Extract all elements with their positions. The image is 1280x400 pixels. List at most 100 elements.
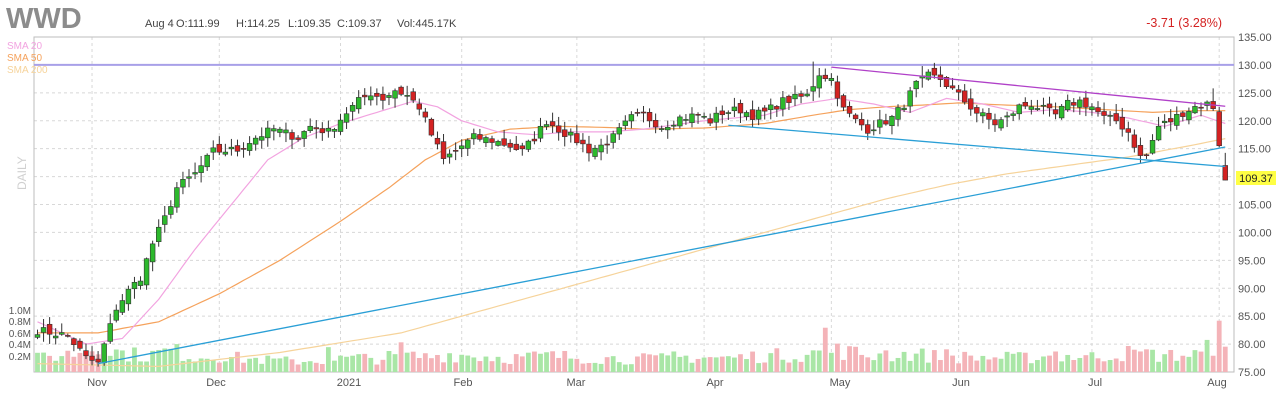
- ticker-symbol: WWD: [6, 3, 82, 35]
- period-label: DAILY: [15, 156, 29, 190]
- volume-bar: [1101, 361, 1107, 372]
- candle-up: [149, 243, 156, 263]
- y-tick-label: 85.00: [1238, 311, 1266, 323]
- volume-bar: [1041, 356, 1046, 372]
- volume-bar: [956, 363, 962, 372]
- candle-down: [555, 125, 562, 133]
- candle-down: [422, 111, 429, 118]
- candle-down: [883, 120, 889, 125]
- volume-bar: [404, 352, 410, 372]
- axes: 135.00130.00125.00120.00115.00110.00105.…: [9, 32, 1272, 389]
- candle-up: [658, 128, 665, 130]
- volume-bar: [707, 357, 713, 372]
- candle-up: [168, 206, 174, 215]
- volume-tick-label: 1.0M: [9, 306, 31, 317]
- candle-up: [889, 115, 895, 127]
- volume-bar: [816, 350, 822, 372]
- volume-bar: [750, 351, 755, 372]
- volume-bar: [156, 349, 162, 372]
- candle-up: [731, 106, 738, 112]
- volume-bar: [1035, 360, 1040, 372]
- candle-down: [604, 143, 610, 146]
- volume-bar: [586, 363, 592, 372]
- candle-up: [156, 226, 162, 243]
- volume-bar: [319, 363, 325, 372]
- candle-up: [471, 133, 477, 140]
- volume-bar: [1119, 361, 1125, 372]
- volume-bar: [968, 355, 974, 372]
- volume-bar: [398, 342, 404, 372]
- volume-bar: [501, 362, 507, 372]
- candle-up: [1040, 104, 1047, 107]
- candle-up: [265, 127, 271, 139]
- candle-up: [1077, 99, 1083, 108]
- candle-up: [610, 133, 616, 143]
- candle-up: [780, 97, 786, 110]
- volume-bar: [647, 354, 652, 372]
- volume-bar: [1204, 339, 1210, 372]
- volume-bar: [901, 351, 907, 372]
- candle-down: [374, 92, 380, 97]
- x-tick-label: Jun: [952, 377, 970, 389]
- volume-bar: [804, 354, 810, 372]
- candle-down: [1125, 128, 1132, 133]
- volume-bar: [768, 353, 774, 372]
- candle-down: [513, 143, 519, 150]
- candle-up: [101, 343, 107, 363]
- volume-bar: [507, 363, 513, 372]
- candle-down: [955, 89, 962, 93]
- volume-bar: [77, 352, 83, 372]
- volume-bar: [1210, 355, 1216, 372]
- volume-bar: [350, 355, 356, 372]
- candle-up: [1149, 140, 1156, 154]
- y-tick-label: 95.00: [1238, 255, 1266, 267]
- volume-bar: [65, 350, 71, 372]
- candle-up: [568, 131, 574, 136]
- volume-bar: [1125, 346, 1131, 372]
- candle-up: [204, 154, 210, 168]
- candle-up: [465, 139, 471, 149]
- y-tick-label: 115.00: [1238, 144, 1271, 156]
- volume-bar: [604, 357, 610, 372]
- candle-up: [246, 143, 253, 151]
- candle-up: [768, 104, 774, 111]
- candle-down: [452, 150, 459, 152]
- candle-down: [362, 94, 368, 98]
- candle-up: [283, 129, 289, 134]
- volume-bar: [35, 352, 40, 372]
- volume-bar: [229, 357, 234, 372]
- volume-bar: [980, 355, 986, 372]
- volume-bar: [556, 357, 562, 372]
- volume-bar: [307, 361, 313, 372]
- sma-200-line: [37, 138, 1226, 368]
- candle-down: [416, 103, 422, 110]
- volume-bar: [210, 360, 216, 372]
- volume-bar: [1174, 360, 1180, 372]
- volume-bar: [1138, 351, 1143, 372]
- volume-bar: [622, 364, 628, 372]
- volume-bar: [410, 351, 416, 372]
- candle-down: [1198, 106, 1204, 109]
- volume-bar: [162, 348, 168, 372]
- candle-up: [622, 120, 629, 126]
- candle-up: [755, 109, 762, 120]
- volume-bar: [841, 359, 846, 372]
- candle-down: [707, 118, 713, 124]
- candle-up: [125, 288, 132, 305]
- candle-up: [1107, 115, 1113, 117]
- candle-up: [810, 86, 816, 92]
- volume-bar: [895, 357, 901, 372]
- candle-down: [1168, 118, 1174, 123]
- volume-bar: [738, 354, 743, 372]
- candle-down: [549, 121, 556, 127]
- candle-down: [531, 138, 538, 142]
- candle-up: [1028, 106, 1035, 110]
- volume-bar: [744, 359, 749, 372]
- candle-down: [216, 143, 222, 153]
- volume-bar: [198, 358, 204, 372]
- candle-down: [786, 95, 792, 103]
- volume-bar: [828, 352, 834, 372]
- y-tick-label: 80.00: [1238, 339, 1266, 351]
- y-tick-label: 125.00: [1238, 88, 1272, 100]
